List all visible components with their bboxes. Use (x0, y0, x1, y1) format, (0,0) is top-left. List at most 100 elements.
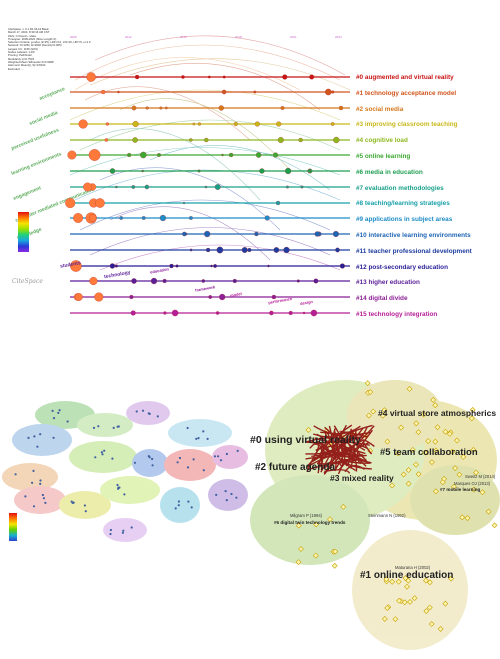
reference-node (383, 576, 390, 583)
cluster-node (51, 409, 54, 412)
cluster-node (117, 487, 120, 490)
citation-link (348, 431, 372, 439)
cluster-node (192, 458, 195, 461)
cluster-node (123, 493, 126, 496)
keyword-node (141, 216, 146, 220)
timeline-network: perceived usefulness learning environmen… (11, 35, 351, 317)
keyword-node (119, 216, 124, 220)
keyword-node (222, 75, 226, 79)
cluster-node (36, 445, 39, 448)
cluster-node (225, 499, 228, 502)
cluster-legend-item: #12 post-secondary education (356, 263, 448, 271)
keyword-node (333, 136, 340, 144)
keyword-node (310, 309, 318, 317)
keyword-node (254, 121, 260, 127)
keyword-node (169, 263, 174, 269)
reference-node (449, 448, 456, 455)
citation-link (313, 425, 361, 435)
cluster-legend-item: #7 evaluation methodologies (356, 184, 444, 192)
summary-line: CiteSpace, v. 6.1.R1 64-bit Basic (8, 27, 49, 31)
keyword-node (296, 279, 300, 283)
cluster-legend-item: #15 technology integration (356, 310, 438, 318)
cluster-node (197, 437, 200, 440)
cluster-node (14, 473, 17, 476)
reference-node (448, 575, 454, 582)
summary-line: Modularity Q=0.7534 (8, 56, 35, 61)
author-label: Maturana H (2002) (395, 565, 431, 570)
keyword-node (207, 75, 211, 79)
keyword-node (131, 185, 136, 189)
keyword-node (131, 278, 137, 284)
reference-node (428, 621, 435, 627)
reference-node (485, 508, 492, 515)
reference-node (469, 406, 476, 413)
summary-line: Excluded: ... (8, 66, 24, 71)
citation-link (305, 456, 336, 466)
keyword-node (95, 198, 105, 208)
cluster-node (117, 425, 120, 428)
keyword-node (331, 90, 335, 94)
keyword-node (218, 105, 224, 111)
reference-node (451, 483, 457, 490)
keyword-node (273, 247, 280, 253)
keyword-node (134, 74, 140, 80)
citation-link (362, 439, 375, 455)
citation-link (339, 430, 368, 438)
cluster-node (147, 455, 150, 458)
cluster-label-1: #1 online education (360, 570, 454, 581)
cluster-node (109, 532, 112, 536)
cluster-node (230, 492, 233, 496)
cluster-node (103, 449, 106, 452)
keyword-node (159, 106, 163, 110)
svg-text:social media: social media (29, 110, 59, 127)
cluster-node (71, 501, 74, 504)
reference-node (384, 438, 391, 445)
reference-node (426, 604, 433, 611)
citation-link (353, 430, 360, 459)
reference-node (473, 469, 479, 476)
reference-node (305, 427, 312, 433)
keyword-node (221, 153, 224, 157)
keyword-node (171, 309, 179, 317)
keyword-node (233, 121, 238, 127)
reference-node (381, 407, 388, 414)
reference-node (295, 522, 302, 529)
cluster-legend-item: #3 improving classroom teaching (356, 121, 458, 129)
reference-node (405, 577, 412, 584)
author-label: Milgram P (1994) (290, 513, 323, 518)
cluster-node (217, 455, 220, 458)
reference-node (295, 559, 302, 565)
keyword-node (188, 216, 193, 220)
cluster-node (177, 504, 180, 507)
citation-link (327, 431, 349, 439)
reference-node (404, 583, 410, 590)
keyword-node (309, 74, 315, 80)
keyword-node (159, 214, 167, 222)
reference-node (446, 431, 453, 437)
keyword-node (254, 231, 259, 237)
keyword-node (313, 278, 319, 284)
keyword-node (74, 293, 83, 301)
cluster-node (39, 479, 42, 482)
keyword-node (150, 277, 158, 285)
cluster-label-0: #0 using virtual reality (250, 434, 361, 446)
reference-node (402, 575, 409, 581)
keyword-node (141, 169, 144, 173)
reference-node (479, 489, 486, 496)
cluster-node (66, 420, 69, 423)
reference-node (464, 515, 471, 521)
reference-node (395, 578, 402, 585)
cluster-node (52, 436, 55, 439)
cluster-node (147, 412, 150, 415)
cluster-node (213, 455, 217, 458)
reference-node (454, 437, 460, 444)
cluster-node (206, 437, 209, 440)
cluster-label-6: #6 digital twin technology trends (274, 520, 346, 525)
keyword-node (115, 185, 118, 189)
keyword-node (144, 184, 150, 190)
cluster-node (135, 410, 138, 413)
timeline-view: CiteSpace, v. 6.1.R1 64-bit Basic March … (0, 0, 500, 320)
reference-node (413, 461, 419, 468)
keyword-node (163, 311, 167, 315)
citation-link (323, 433, 338, 474)
